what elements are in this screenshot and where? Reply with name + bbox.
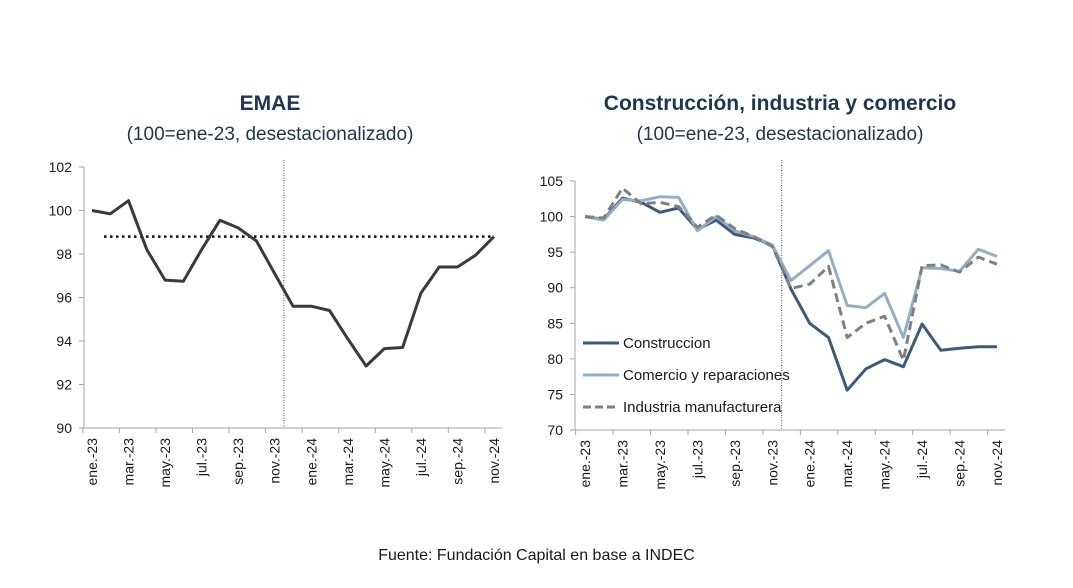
emae-y-tick-label: 102: [49, 159, 73, 175]
emae-x-tick-label: sep.-23: [230, 438, 246, 485]
sectors-x-tick-label: mar.-24: [839, 440, 855, 488]
emae-x-tick-label: jul.-23: [194, 438, 210, 477]
emae-x-tick-label: may.-23: [157, 438, 173, 488]
source-footer: Fuente: Fundación Capital en base a INDE…: [378, 547, 695, 564]
emae-x-tick-label: nov.-23: [267, 438, 283, 484]
legend-label-industria-manufacturera: Industria manufacturera: [623, 399, 782, 416]
sectors-y-tick-label: 80: [547, 351, 563, 367]
emae-x-tick-label: sep.-24: [449, 438, 465, 485]
emae-chart-title: EMAE: [239, 92, 301, 115]
emae-y-tick-label: 94: [56, 333, 72, 349]
sectors-series-industria-manufacturera: [584, 186, 998, 362]
sectors-x-tick-label: sep.-23: [727, 440, 743, 487]
sectors-y-tick-label: 70: [547, 422, 563, 438]
sectors-chart-title: Construcción, industria y comercio: [603, 92, 957, 115]
sectors-y-tick-label: 105: [540, 173, 564, 189]
sectors-x-tick-label: nov.-23: [764, 440, 780, 486]
emae-y-tick-label: 100: [49, 203, 73, 219]
sectors-x-tick-label: mar.-23: [614, 440, 630, 488]
sectors-x-tick-label: jul.-24: [914, 440, 930, 479]
emae-x-tick-label: mar.-24: [340, 438, 356, 486]
sectors-x-tick-label: may.-23: [652, 440, 668, 490]
sectors-chart-subtitle: (100=ene-23, desestacionalizado): [636, 124, 924, 145]
emae-x-tick-label: may.-24: [376, 438, 392, 488]
sectors-x-tick-label: sep.-24: [952, 440, 968, 487]
sectors-y-tick-label: 85: [547, 315, 563, 331]
emae-y-tick-label: 92: [56, 377, 72, 393]
emae-x-tick-label: ene.-23: [84, 438, 100, 486]
emae-y-tick-label: 98: [56, 246, 72, 262]
legend-label-comercio-y-reparaciones: Comercio y reparaciones: [623, 367, 790, 384]
sectors-series-construccion: [584, 196, 997, 392]
sectors-x-tick-label: jul.-23: [689, 440, 705, 479]
sectors-x-tick-label: may.-24: [877, 440, 893, 490]
emae-x-tick-label: ene.-24: [303, 438, 319, 486]
legend-label-construccion: Construccion: [623, 335, 711, 352]
emae-x-tick-label: mar.-23: [121, 438, 137, 486]
sectors-y-tick-label: 95: [547, 244, 563, 260]
emae-x-tick-label: jul.-24: [413, 438, 429, 477]
emae-y-tick-label: 90: [56, 420, 72, 436]
sectors-x-tick-label: ene.-24: [802, 440, 818, 488]
sectors-x-tick-label: nov.-24: [989, 440, 1005, 486]
emae-x-tick-label: nov.-24: [486, 438, 502, 484]
emae-series-emae: [91, 199, 496, 368]
sectors-y-tick-label: 90: [547, 280, 563, 296]
sectors-y-tick-label: 100: [540, 209, 564, 225]
sectors-y-tick-label: 75: [547, 386, 563, 402]
sectors-series-comercio-y-reparaciones: [584, 195, 998, 339]
emae-chart-subtitle: (100=ene-23, desestacionalizado): [126, 124, 414, 145]
sectors-x-tick-label: ene.-23: [577, 440, 593, 488]
emae-y-tick-label: 96: [56, 290, 72, 306]
